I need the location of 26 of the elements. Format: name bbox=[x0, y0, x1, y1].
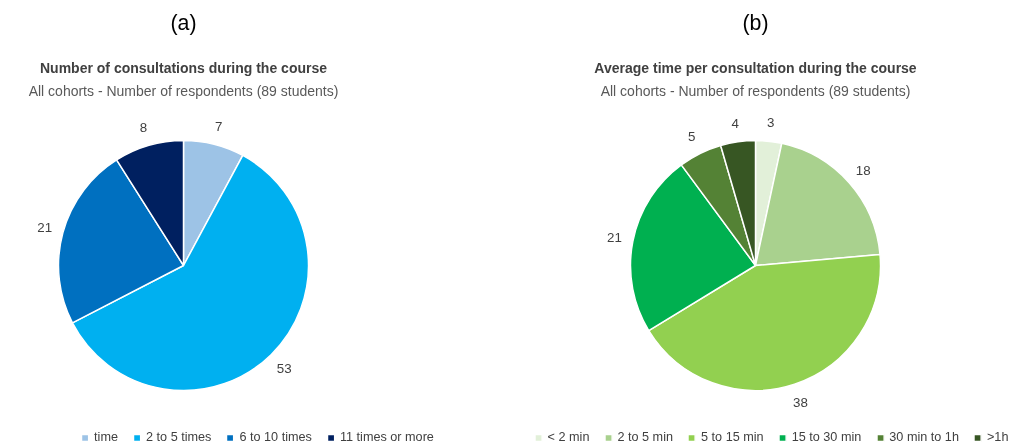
legend-label: 6 to 10 times bbox=[239, 430, 312, 444]
legend-label: 2 to 5 times bbox=[146, 430, 212, 444]
data-label: 3 bbox=[766, 115, 775, 131]
legend-label: 5 to 15 min bbox=[701, 430, 764, 444]
legend-label: 2 to 5 min bbox=[617, 430, 674, 444]
legend-label: < 2 min bbox=[547, 430, 590, 444]
data-label: 5 bbox=[688, 129, 696, 145]
chart-subtitle: All cohorts - Number of respondents (89 students) bbox=[600, 82, 911, 99]
data-label: 7 bbox=[214, 118, 223, 134]
chart-title: Number of consultations during the course bbox=[39, 60, 328, 76]
legend-label: 30 min to 1h bbox=[889, 430, 959, 444]
text: (a) bbox=[170, 11, 197, 35]
legend-label: 15 to 30 min bbox=[791, 430, 862, 444]
data-label: 21 bbox=[607, 230, 622, 246]
legend-label: time bbox=[94, 430, 119, 444]
text: (b) bbox=[742, 11, 769, 35]
legend-label: 11 times or more bbox=[339, 430, 434, 444]
data-label: 18 bbox=[855, 162, 871, 178]
chart-title: Average time per consultation during the course bbox=[594, 60, 917, 76]
data-label: 8 bbox=[139, 119, 148, 135]
data-label: 4 bbox=[731, 115, 740, 131]
chart-subtitle: All cohorts - Number of respondents (89 students) bbox=[28, 82, 339, 99]
data-label: 38 bbox=[792, 394, 808, 410]
data-label: 53 bbox=[276, 360, 292, 376]
legend-label: >1h bbox=[986, 430, 1009, 444]
data-label: 21 bbox=[37, 220, 53, 236]
